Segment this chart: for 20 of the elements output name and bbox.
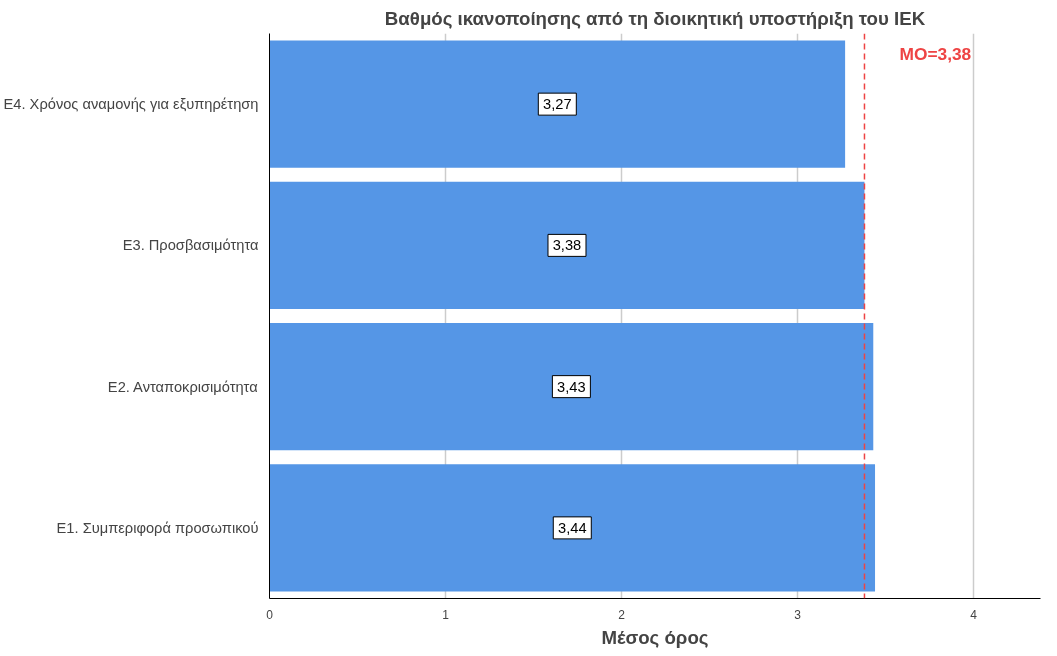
data-label: 3,27 [543,96,572,113]
y-tick-label: Ε3. Προσβασιμότητα [122,237,260,254]
y-tick-label: Ε2. Ανταποκρισιμότητα [107,378,259,395]
data-label: 3,44 [558,519,587,536]
data-label: 3,38 [552,237,582,254]
bar [269,181,865,309]
data-label: 3,43 [557,378,586,395]
chart-title: Βαθμός ικανοποίησης από τη διοικητική υποστήριξη του ΙΕΚ [384,7,926,30]
x-tick-label: 3 [794,607,802,622]
bar [269,464,876,592]
bar [269,323,874,451]
x-axis-title: Μέσος όρος [601,626,709,648]
x-tick-label: 4 [970,607,978,622]
x-tick-label: 1 [442,607,450,622]
bar [269,40,846,168]
ref-line-label: ΜΟ=3,38 [899,43,972,64]
x-tick-label: 2 [618,607,626,622]
y-tick-label: Ε1. Συμπεριφορά προσωπικού [56,519,259,536]
x-tick-label: 0 [266,607,274,622]
y-tick-label: Ε4. Χρόνος αναμονής για εξυπηρέτηση [3,96,259,113]
